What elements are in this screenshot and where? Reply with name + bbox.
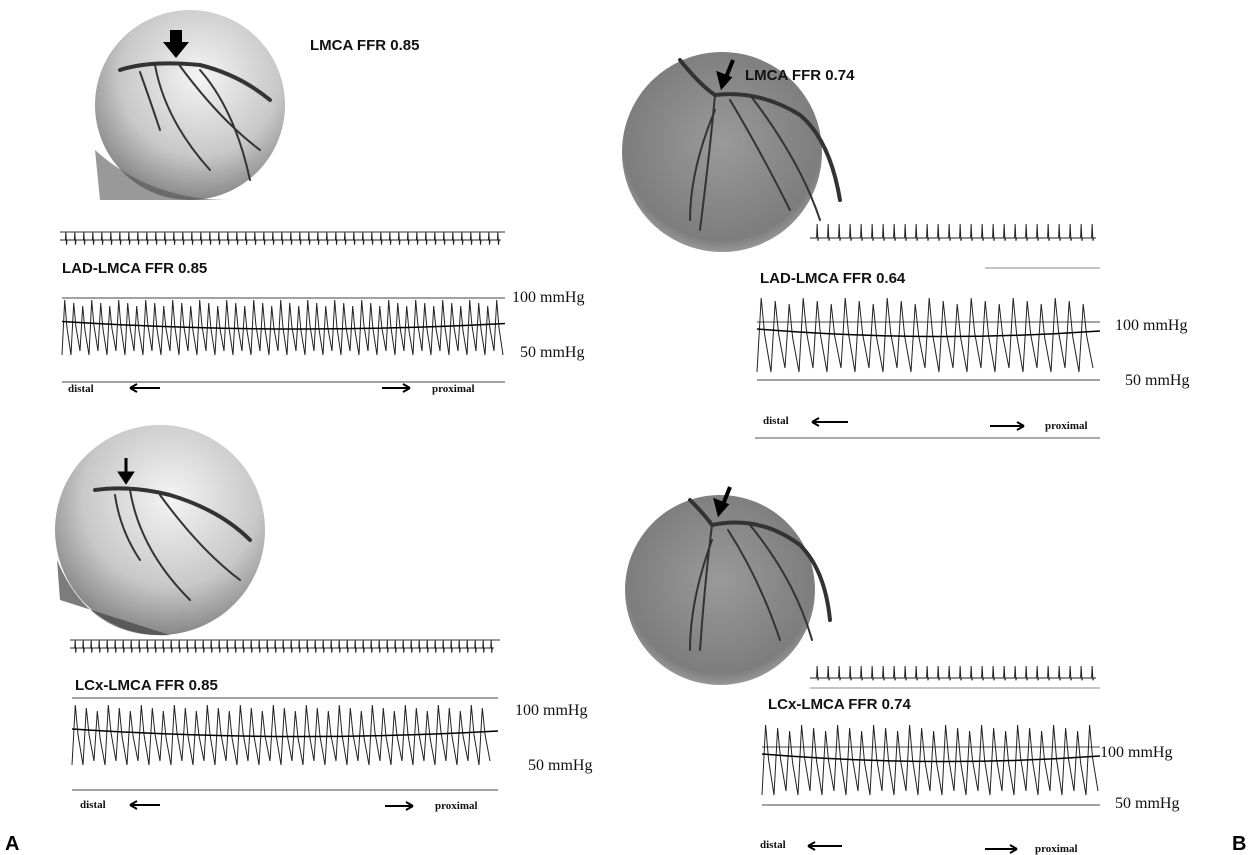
mean-trace (762, 754, 1100, 762)
direction-label: distal (760, 839, 786, 851)
ecg-trace (70, 640, 494, 653)
direction-label: distal (80, 799, 106, 811)
direction-label: proximal (435, 800, 478, 812)
title: LMCA FFR 0.74 (745, 67, 855, 84)
panel-label: B (1232, 833, 1246, 855)
page: {"panels": [ {"label": "A", "top": {"tit… (0, 0, 1255, 855)
arrow (990, 422, 1024, 430)
pressure-trace (762, 725, 1098, 795)
angiogram (55, 425, 265, 635)
direction-label: proximal (1045, 420, 1088, 432)
tracing-title: LAD-LMCA FFR 0.64 (760, 270, 906, 287)
direction-label: proximal (432, 383, 475, 395)
panel-label: A (5, 833, 19, 855)
direction-label: distal (763, 415, 789, 427)
mean-trace (757, 329, 1100, 337)
tracing-title: LCx-LMCA FFR 0.85 (75, 677, 218, 694)
arrow (812, 418, 848, 426)
direction-label: distal (68, 383, 94, 395)
pressure-label: 50 mmHg (520, 344, 584, 361)
pressure-label: 50 mmHg (1115, 795, 1179, 812)
tracing-title: LCx-LMCA FFR 0.74 (768, 696, 911, 713)
ecg-trace (810, 224, 1096, 241)
pressure-label: 100 mmHg (1100, 744, 1172, 761)
ecg-trace (60, 232, 501, 245)
angiogram (95, 10, 285, 200)
arrow (808, 842, 842, 850)
arrow (985, 845, 1017, 853)
title: LMCA FFR 0.85 (310, 37, 419, 54)
pressure-label: 100 mmHg (515, 702, 587, 719)
arrow (382, 384, 410, 392)
pressure-label: 50 mmHg (528, 757, 592, 774)
arrow (130, 384, 160, 392)
ecg-trace (810, 666, 1096, 680)
angiogram (625, 487, 830, 685)
arrow (130, 801, 160, 809)
figure: LMCA FFR 0.85 LAD-LMCA FFR 0.85 100 mmHg… (0, 0, 1255, 855)
pressure-label: 100 mmHg (1115, 317, 1187, 334)
pressure-trace (62, 300, 503, 355)
pressure-label: 100 mmHg (512, 289, 584, 306)
tracing-title: LAD-LMCA FFR 0.85 (62, 260, 207, 277)
mean-trace (72, 729, 498, 737)
arrow (385, 802, 413, 810)
direction-label: proximal (1035, 843, 1078, 855)
pressure-label: 50 mmHg (1125, 372, 1189, 389)
